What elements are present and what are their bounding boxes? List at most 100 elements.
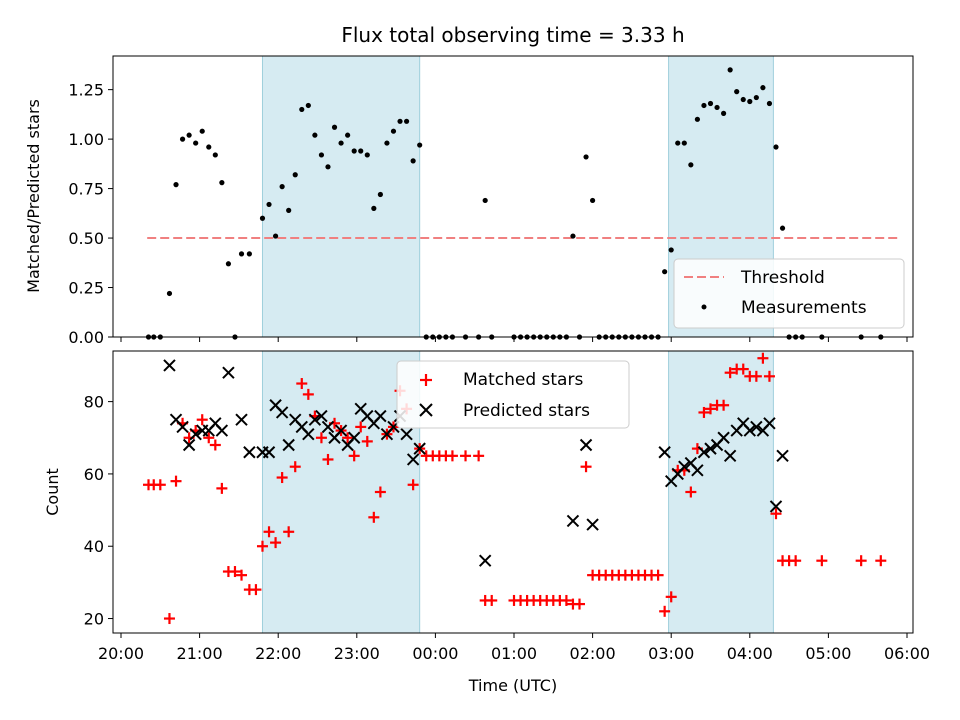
predicted-point-26 <box>347 431 361 444</box>
bottom-ytick-label-3: 80 <box>84 393 104 412</box>
measurement-point-16 <box>259 215 266 221</box>
measurement-point-85 <box>740 96 746 103</box>
top-ytick-label-0: 0.00 <box>68 328 104 347</box>
measurement-point-38 <box>403 118 410 124</box>
predicted-point-10 <box>235 413 248 426</box>
measurement-point-33 <box>371 205 377 211</box>
measurement-point-21 <box>292 172 298 178</box>
top-ytick-label-4: 1.00 <box>68 130 104 149</box>
measurement-point-31 <box>358 148 364 154</box>
top-ytick-label-5: 1.25 <box>68 81 104 100</box>
matched-point-48 <box>473 450 485 462</box>
matched-point-90 <box>763 370 775 382</box>
predicted-point-38 <box>566 514 580 528</box>
matched-point-86 <box>737 363 749 375</box>
measurement-point-78 <box>694 116 701 122</box>
legend-matched-swatch <box>420 374 432 386</box>
bottom-axes-frame <box>112 350 914 634</box>
bottom-ytick-label-0: 20 <box>84 610 104 629</box>
matched-point-18 <box>263 526 275 538</box>
measurement-point-26 <box>325 164 331 170</box>
legend-matched-label: Matched stars <box>463 370 583 390</box>
top-ytick-label-2: 0.50 <box>68 229 104 248</box>
predicted-point-24 <box>334 424 348 437</box>
xtick-label-2: 22:00 <box>255 644 301 663</box>
predicted-point-4 <box>189 427 202 441</box>
predicted-point-13 <box>262 446 276 459</box>
observing-window-1 <box>668 350 774 634</box>
matched-point-46 <box>446 450 458 462</box>
measurement-point-3 <box>166 290 173 297</box>
measurement-point-28 <box>338 140 344 146</box>
predicted-point-20 <box>308 413 322 426</box>
predicted-point-54 <box>743 424 757 437</box>
matched-point-17 <box>256 540 268 552</box>
xtick-label-5: 01:00 <box>491 644 537 663</box>
predicted-stars-points <box>163 359 789 567</box>
measurement-point-90 <box>773 144 779 150</box>
measurement-point-86 <box>747 98 753 105</box>
xtick-label-7: 03:00 <box>648 644 694 663</box>
matched-point-24 <box>302 388 314 400</box>
measurement-point-59 <box>570 233 576 239</box>
measurement-point-74 <box>668 247 674 253</box>
predicted-point-34 <box>400 427 413 441</box>
measurement-point-61 <box>583 154 589 160</box>
matched-point-35 <box>374 486 386 498</box>
predicted-point-22 <box>321 420 335 434</box>
matched-point-30 <box>342 432 354 444</box>
xtick-label-1: 21:00 <box>177 644 223 663</box>
predicted-point-47 <box>697 446 711 459</box>
predicted-point-0 <box>163 359 176 372</box>
matched-point-50 <box>486 594 498 606</box>
predicted-point-9 <box>222 366 235 379</box>
measurement-point-19 <box>279 184 285 190</box>
measurement-point-17 <box>266 201 272 208</box>
measurement-point-87 <box>753 94 759 101</box>
matched-point-23 <box>296 378 308 390</box>
legend-predicted-label: Predicted stars <box>463 401 590 421</box>
predicted-point-3 <box>182 438 196 452</box>
count-panel: 20 40 60 80 20:00 21:00 22:00 23:00 00:00 01:00 0… <box>43 350 930 695</box>
measurement-point-11 <box>219 180 225 186</box>
predicted-point-57 <box>763 417 776 430</box>
xtick-label-3: 23:00 <box>334 644 380 663</box>
top-chart-title: Flux total observing time = 3.33 h <box>341 23 684 47</box>
measurement-point-8 <box>199 128 205 134</box>
matched-point-40 <box>407 479 419 491</box>
top-legend-box <box>673 258 905 329</box>
predicted-point-37 <box>478 554 492 567</box>
measurement-point-89 <box>766 100 773 107</box>
predicted-point-8 <box>215 424 229 437</box>
measurement-point-24 <box>312 132 318 138</box>
predicted-point-36 <box>413 442 426 455</box>
measurement-point-6 <box>186 132 192 138</box>
matched-point-13 <box>229 566 241 578</box>
matched-point-31 <box>348 450 360 462</box>
measurement-point-37 <box>397 118 403 124</box>
matched-stars-points <box>143 352 887 625</box>
measurement-point-23 <box>305 102 311 109</box>
xtick-label-0: 20:00 <box>98 644 144 663</box>
top-ytick-label-1: 0.25 <box>68 279 104 298</box>
measurement-point-73 <box>662 269 668 275</box>
legend-measurements-swatch <box>701 304 707 310</box>
matched-point-4 <box>170 475 182 487</box>
top-legend: Threshold Measurements <box>673 258 905 329</box>
matched-point-10 <box>209 439 221 451</box>
matched-point-73 <box>652 569 664 581</box>
predicted-point-41 <box>658 446 671 459</box>
matched-point-11 <box>216 482 228 494</box>
measurement-point-40 <box>417 142 423 148</box>
xtick-label-4: 00:00 <box>412 644 458 663</box>
matched-point-16 <box>250 584 262 596</box>
measurement-point-10 <box>212 152 218 158</box>
xtick-label-10: 06:00 <box>884 644 930 663</box>
matched-point-75 <box>665 591 677 603</box>
measurement-point-29 <box>345 132 351 138</box>
predicted-point-48 <box>704 442 717 455</box>
matched-point-95 <box>816 555 828 567</box>
legend-threshold-label: Threshold <box>740 268 825 288</box>
matched-point-26 <box>315 432 327 444</box>
matched-point-2 <box>154 479 166 491</box>
